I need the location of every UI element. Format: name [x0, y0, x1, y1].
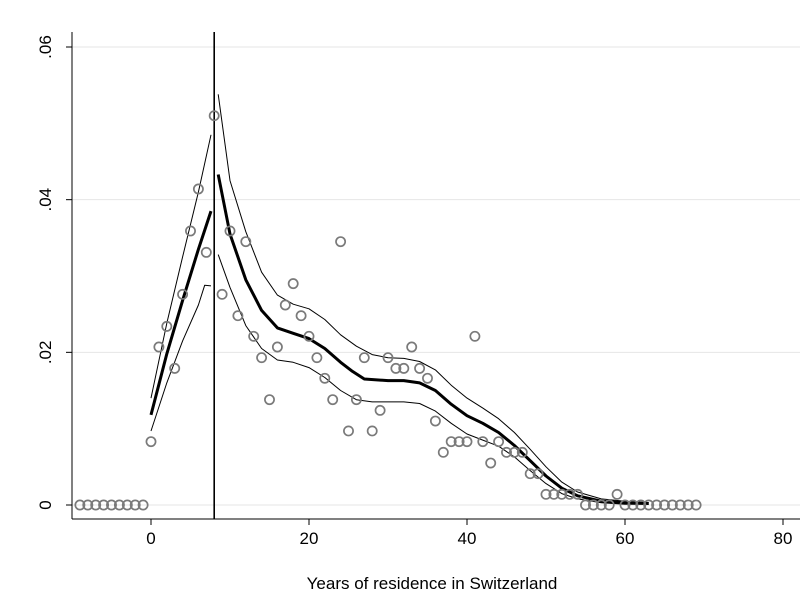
x-tick-label: 20 — [300, 529, 319, 548]
x-tick-label: 80 — [774, 529, 793, 548]
y-tick-label: 0 — [36, 500, 55, 509]
x-axis-title: Years of residence in Switzerland — [307, 574, 558, 593]
x-tick-label: 0 — [146, 529, 155, 548]
y-tick-label: .04 — [36, 188, 55, 212]
y-tick-label: .02 — [36, 341, 55, 365]
y-tick-label: .06 — [36, 35, 55, 59]
x-tick-label: 40 — [458, 529, 477, 548]
x-tick-label: 60 — [616, 529, 635, 548]
